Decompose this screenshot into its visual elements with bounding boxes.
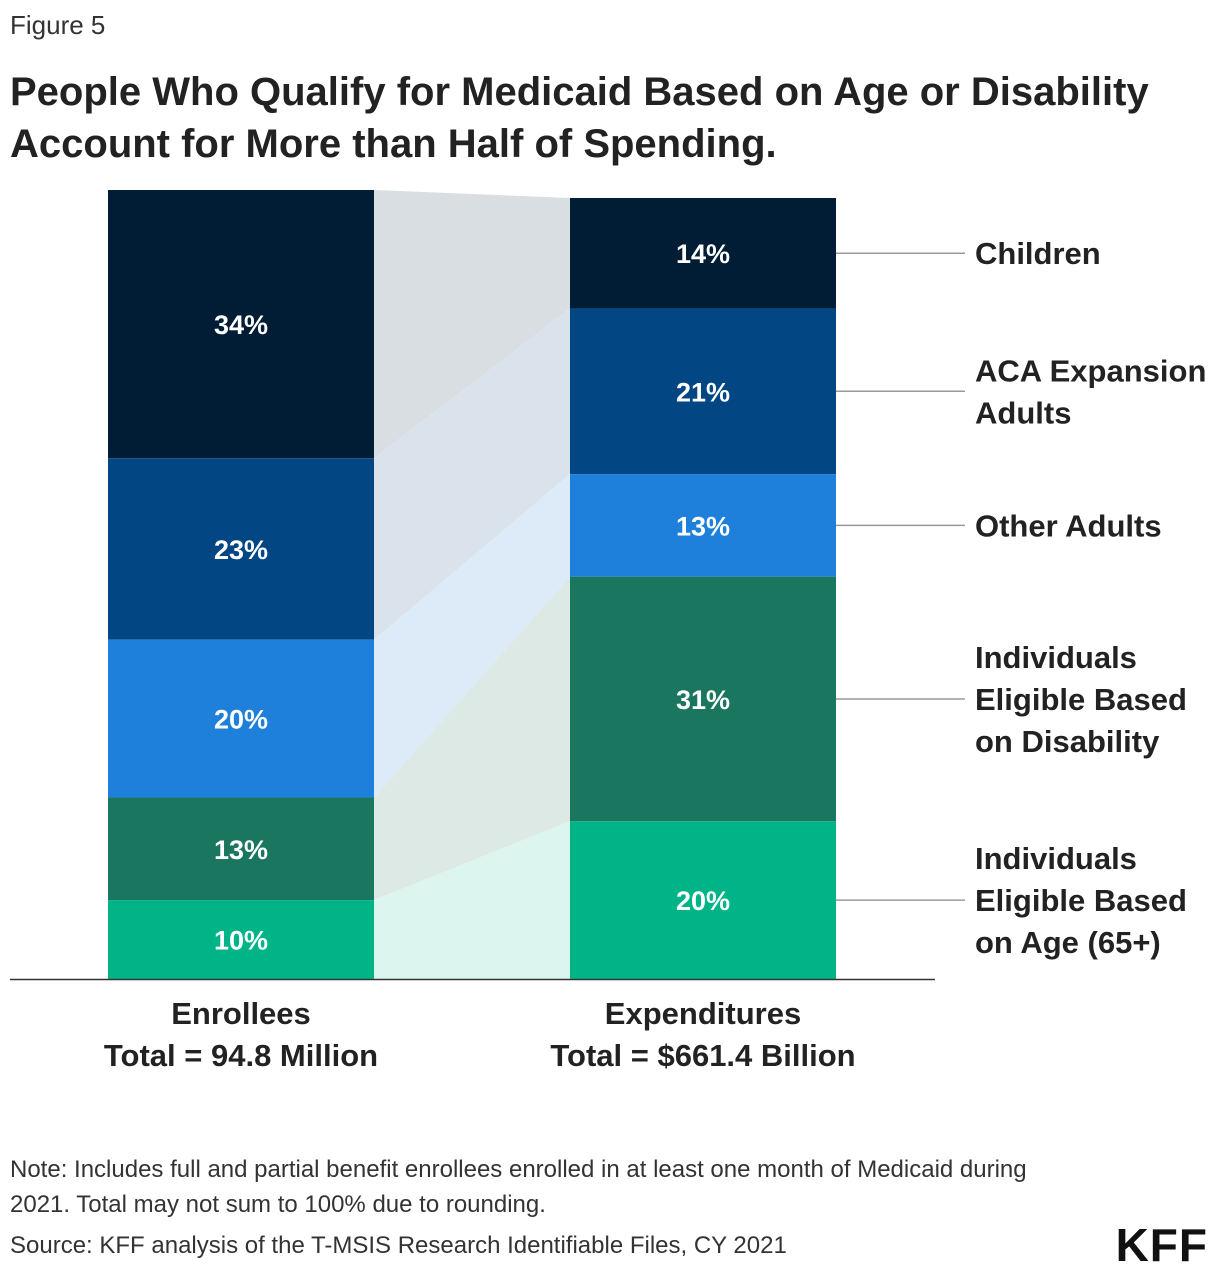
category-total-label: Total = $661.4 Billion xyxy=(550,1038,855,1073)
bar-value-label: 13% xyxy=(214,835,268,865)
connector-band xyxy=(374,308,570,640)
bar-segment xyxy=(570,308,836,475)
bar-value-label: 34% xyxy=(214,310,268,340)
category-label: Expenditures xyxy=(605,996,801,1031)
bar-segment xyxy=(108,190,374,459)
legend-label-line: on Disability xyxy=(975,724,1160,759)
legend-label: Individuals Eligible Based on Disability xyxy=(975,640,1187,759)
bar-segment xyxy=(108,458,374,640)
legend-label-line: Other Adults xyxy=(975,508,1162,543)
bar-segment xyxy=(108,639,374,798)
legend-label: Children xyxy=(975,236,1101,271)
legend-label-line: Eligible Based xyxy=(975,682,1187,717)
bar-segment xyxy=(570,821,836,979)
legend-label-line: Individuals xyxy=(975,841,1137,876)
category-label: Enrollees xyxy=(171,996,311,1031)
category-total-label: Total = 94.8 Million xyxy=(104,1038,378,1073)
connector-band xyxy=(374,821,570,979)
stacked-bar-chart: 34% 23% 20% 13% 10% 14% 21% 13% 31% 20% Enrollees T… xyxy=(10,190,1206,1073)
legend-label-line: Eligible Based xyxy=(975,883,1187,918)
legend-label-line: Children xyxy=(975,236,1101,271)
bar-segment xyxy=(570,474,836,577)
legend-label: ACA Expansion Adults xyxy=(975,353,1206,430)
figure-label: Figure 5 xyxy=(10,10,106,40)
kff-logo: KFF xyxy=(1115,1219,1208,1271)
bar-segment xyxy=(108,797,374,901)
legend-label-line: on Age (65+) xyxy=(975,925,1161,960)
legend-label-line: Individuals xyxy=(975,640,1137,675)
chart-title: People Who Qualify for Medicaid Based on… xyxy=(10,70,1149,166)
bar-value-label: 23% xyxy=(214,535,268,565)
bar-value-label: 31% xyxy=(676,685,730,715)
chart-note: Note: Includes full and partial benefit … xyxy=(10,1156,1027,1218)
bar-value-label: 21% xyxy=(676,377,730,407)
bar-segment xyxy=(570,576,836,822)
bar-segment xyxy=(108,900,374,979)
bar-value-label: 13% xyxy=(676,511,730,541)
legend-label: Individuals Eligible Based on Age (65+) xyxy=(975,841,1187,960)
legend-label: Other Adults xyxy=(975,508,1162,543)
chart-source: Source: KFF analysis of the T-MSIS Resea… xyxy=(10,1232,787,1259)
connector-band xyxy=(374,576,570,901)
bar-value-label: 14% xyxy=(676,239,730,269)
connector-band xyxy=(374,474,570,798)
bar-value-label: 20% xyxy=(214,705,268,735)
connector-band xyxy=(374,190,570,459)
legend-label-line: ACA Expansion xyxy=(975,353,1206,388)
legend-label-line: Adults xyxy=(975,395,1071,430)
bar-value-label: 20% xyxy=(676,886,730,916)
bar-value-label: 10% xyxy=(214,926,268,956)
bar-segment xyxy=(570,198,836,309)
